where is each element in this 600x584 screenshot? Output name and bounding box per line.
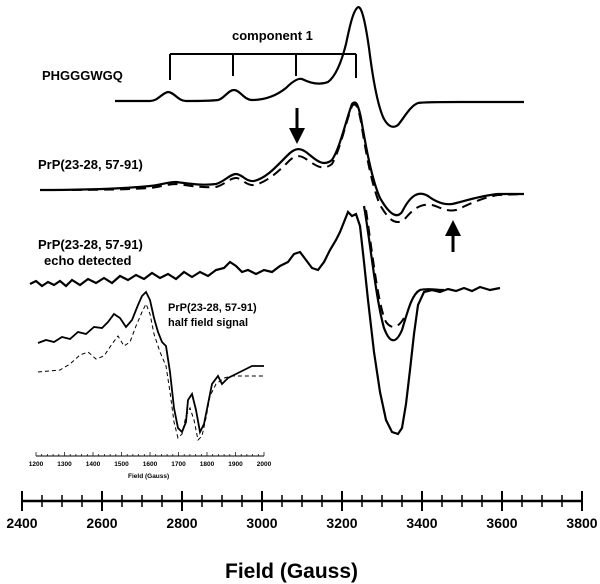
inset-solid-line (37, 290, 264, 435)
inset-tick-label: 1900 (228, 461, 243, 468)
inset-tick-label: 1500 (114, 461, 129, 468)
inset: PrP(23-28, 57-91) half field signal 1200… (29, 290, 272, 480)
component-label: component 1 (232, 28, 313, 43)
trace3-line (29, 210, 501, 436)
arrow-down (289, 108, 305, 144)
main-tick-label: 3400 (406, 515, 437, 531)
main-tick-label: 3200 (326, 515, 357, 531)
trace2-label: PrP(23-28, 57-91) (38, 157, 143, 172)
inset-x-axis-title: Field (Gauss) (128, 473, 169, 480)
trace2-line (39, 101, 524, 217)
main-tick-label: 3800 (566, 515, 597, 531)
trace2-dashed-line (39, 103, 525, 224)
inset-tick-label: 1700 (171, 461, 186, 468)
trace1-label: PHGGGWGQ (42, 68, 123, 83)
inset-label-line2: half field signal (168, 317, 248, 329)
main-tick-label: 2600 (86, 515, 117, 531)
inset-tick-label: 1600 (143, 461, 158, 468)
main-x-axis-title: Field (Gauss) (225, 560, 358, 583)
main-tick-label: 2400 (6, 515, 37, 531)
trace3-trough-dashed (365, 209, 405, 328)
trace3-trough-solid (362, 205, 445, 342)
inset-tick-label: 1200 (29, 461, 44, 468)
trace3-label-line1: PrP(23-28, 57-91) (38, 237, 143, 252)
main-tick-label: 3600 (486, 515, 517, 531)
main-ticks: 2400 2600 2800 3000 3200 3400 3600 3800 (6, 491, 598, 531)
trace1-line (115, 6, 524, 128)
inset-tick-label: 2000 (257, 461, 272, 468)
trace3-label-line2: echo detected (44, 253, 131, 268)
inset-dashed-line (37, 302, 264, 442)
inset-label-line1: PrP(23-28, 57-91) (168, 302, 257, 314)
component-bracket (169, 53, 357, 80)
main-tick-label: 2800 (166, 515, 197, 531)
main-tick-label: 3000 (246, 515, 277, 531)
inset-ticks: 1200 1300 1400 1500 1600 1700 1800 1900 2000 (29, 452, 272, 468)
arrow-up (445, 220, 461, 252)
inset-tick-label: 1800 (200, 461, 215, 468)
inset-tick-label: 1300 (57, 461, 72, 468)
inset-tick-label: 1400 (86, 461, 101, 468)
